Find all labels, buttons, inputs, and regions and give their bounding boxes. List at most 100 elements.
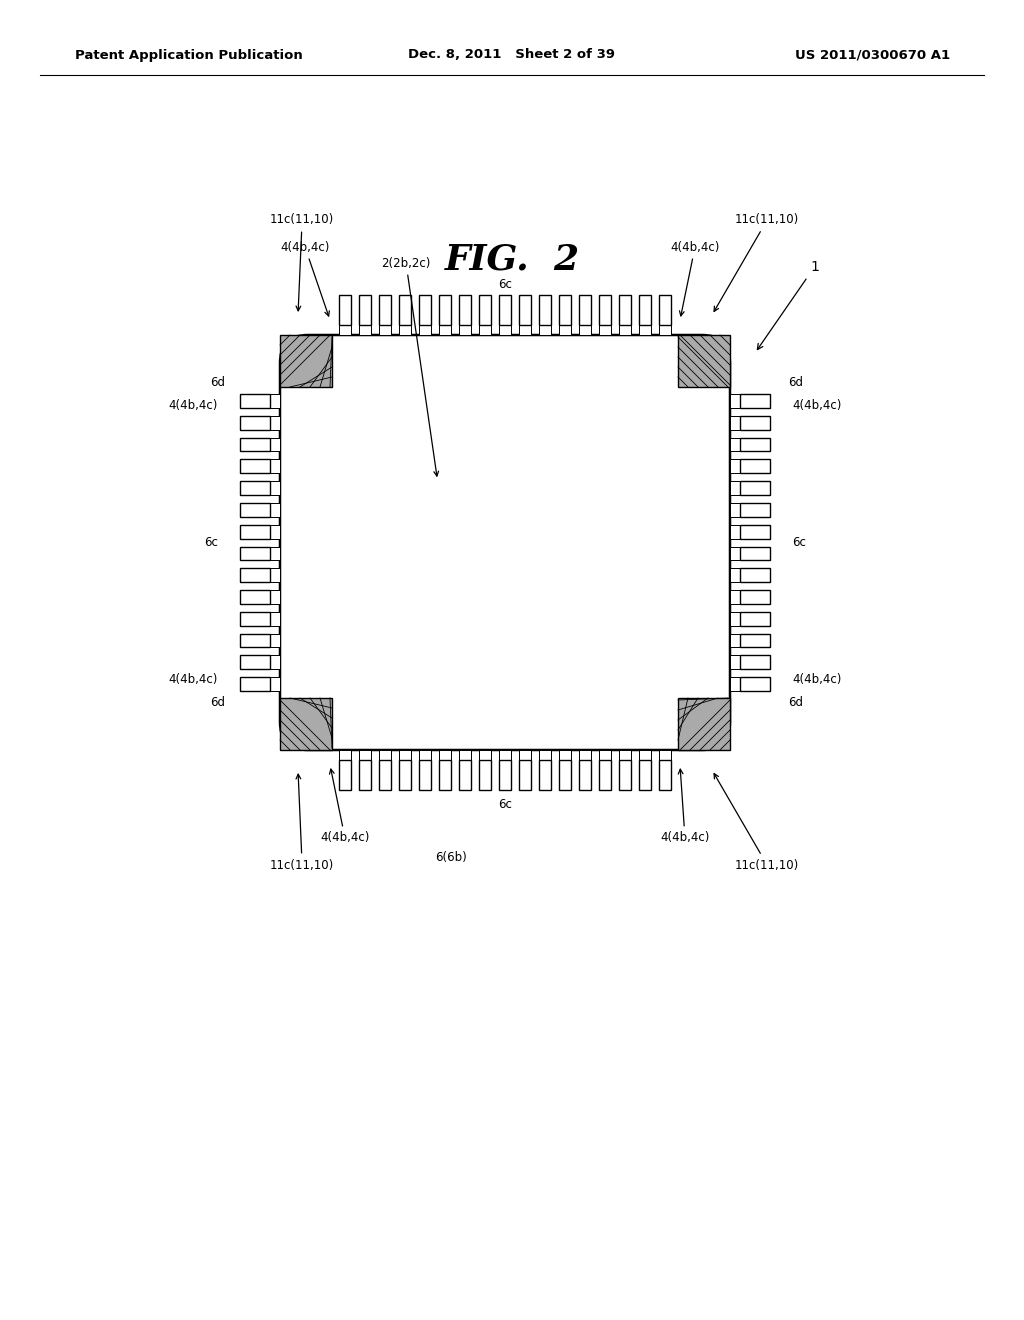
Text: 4(4b,4c): 4(4b,4c) [671, 240, 720, 315]
Bar [599, 294, 611, 325]
Text: 11c(11,10): 11c(11,10) [270, 214, 334, 310]
Bar [270, 569, 280, 582]
Bar [519, 750, 531, 760]
Bar [519, 760, 531, 789]
Bar [659, 760, 671, 789]
Text: 11c(11,10): 11c(11,10) [714, 774, 800, 871]
Bar [740, 656, 770, 669]
Bar [419, 750, 431, 760]
Bar [379, 750, 391, 760]
Bar [740, 393, 770, 408]
Bar [379, 325, 391, 335]
Bar [730, 459, 740, 473]
Bar [479, 760, 490, 789]
Text: 6(6b): 6(6b) [435, 851, 467, 865]
Bar [730, 612, 740, 626]
Bar [618, 750, 631, 760]
Bar [730, 569, 740, 582]
Text: US 2011/0300670 A1: US 2011/0300670 A1 [795, 49, 950, 62]
Bar [559, 294, 571, 325]
Bar [730, 416, 740, 429]
Bar [270, 459, 280, 473]
Bar [659, 750, 671, 760]
Bar [599, 325, 611, 335]
Text: 6d: 6d [210, 697, 225, 710]
Bar [240, 482, 270, 495]
Bar [639, 760, 651, 789]
Bar [439, 294, 451, 325]
Bar [459, 325, 471, 335]
Text: 2(2b,2c): 2(2b,2c) [381, 256, 438, 477]
Bar [439, 325, 451, 335]
Text: 6c: 6c [204, 536, 218, 549]
Bar [730, 482, 740, 495]
Bar [240, 525, 270, 539]
Bar [270, 393, 280, 408]
Bar [559, 325, 571, 335]
Bar [639, 750, 651, 760]
Bar [499, 325, 511, 335]
Text: 1: 1 [758, 260, 819, 350]
Text: Dec. 8, 2011   Sheet 2 of 39: Dec. 8, 2011 Sheet 2 of 39 [409, 49, 615, 62]
Bar [539, 760, 551, 789]
Bar [270, 546, 280, 560]
Text: 4(4b,4c): 4(4b,4c) [792, 673, 842, 686]
Bar [740, 459, 770, 473]
Bar [399, 294, 411, 325]
Bar [439, 750, 451, 760]
Bar [599, 760, 611, 789]
Bar [479, 294, 490, 325]
Bar [519, 325, 531, 335]
Bar [730, 590, 740, 603]
Bar [240, 393, 270, 408]
Bar [399, 750, 411, 760]
Bar [270, 437, 280, 451]
Bar [740, 590, 770, 603]
Text: 4(4b,4c): 4(4b,4c) [169, 673, 218, 686]
Bar [499, 750, 511, 760]
Bar [339, 325, 351, 335]
Bar [599, 750, 611, 760]
Bar [639, 325, 651, 335]
Bar [270, 590, 280, 603]
Bar [379, 760, 391, 789]
FancyBboxPatch shape [280, 335, 730, 750]
Bar [730, 525, 740, 539]
Bar [730, 656, 740, 669]
Bar [270, 416, 280, 429]
Bar [579, 294, 591, 325]
Bar [270, 482, 280, 495]
Bar [618, 760, 631, 789]
Text: 6c: 6c [498, 279, 512, 292]
Bar [740, 416, 770, 429]
Bar [579, 750, 591, 760]
Bar [379, 294, 391, 325]
Bar [459, 750, 471, 760]
Bar [730, 634, 740, 647]
Bar [240, 437, 270, 451]
Bar [359, 750, 371, 760]
Bar [270, 677, 280, 690]
Text: FIG.  2: FIG. 2 [444, 243, 580, 277]
Bar [339, 760, 351, 789]
Bar [559, 750, 571, 760]
Bar [740, 612, 770, 626]
Bar [359, 325, 371, 335]
Text: 11c(11,10): 11c(11,10) [714, 214, 800, 312]
Bar [740, 437, 770, 451]
Bar [579, 325, 591, 335]
Bar [618, 325, 631, 335]
Bar [479, 325, 490, 335]
Bar [339, 294, 351, 325]
Text: 6d: 6d [210, 375, 225, 388]
Bar [280, 335, 332, 387]
Bar [399, 325, 411, 335]
Bar [419, 760, 431, 789]
Bar [270, 612, 280, 626]
Bar [419, 294, 431, 325]
Text: 6c: 6c [792, 536, 806, 549]
Text: 4(4b,4c): 4(4b,4c) [281, 240, 330, 315]
Text: 4(4b,4c): 4(4b,4c) [792, 399, 842, 412]
Bar [499, 760, 511, 789]
Bar [240, 416, 270, 429]
